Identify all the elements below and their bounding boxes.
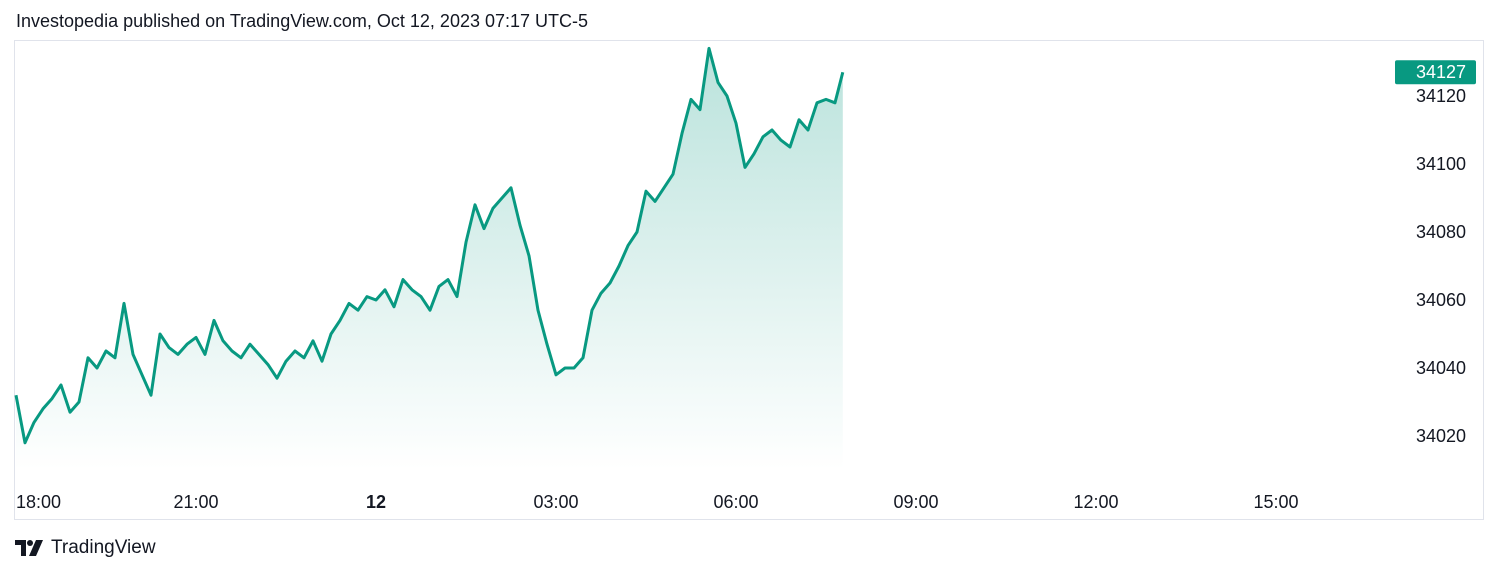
- y-tick-label: 34120: [1416, 86, 1466, 106]
- x-tick-label: 12:00: [1073, 492, 1118, 512]
- y-tick-label: 34100: [1416, 154, 1466, 174]
- price-axis: 34020 34040 34060 34080 34100 34120: [1416, 86, 1466, 446]
- x-tick-label: 03:00: [533, 492, 578, 512]
- x-tick-label: 18:00: [16, 492, 61, 512]
- brand-name: TradingView: [51, 537, 156, 559]
- plot-area: [16, 48, 843, 470]
- time-axis: 18:00 21:00 12 03:00 06:00 09:00 12:00 15:00: [16, 492, 1299, 512]
- y-tick-label: 34060: [1416, 290, 1466, 310]
- price-chart[interactable]: 34020 34040 34060 34080 34100 34120 18:00 21:0…: [0, 0, 1500, 530]
- tradingview-logo-icon: [15, 540, 43, 556]
- footer-brand[interactable]: TradingView: [15, 537, 156, 559]
- last-price-badge: 34127: [1395, 60, 1476, 84]
- y-tick-label: 34080: [1416, 222, 1466, 242]
- last-price-label: 34127: [1416, 62, 1466, 82]
- x-tick-label: 06:00: [713, 492, 758, 512]
- x-tick-label: 12: [366, 492, 386, 512]
- y-tick-label: 34020: [1416, 426, 1466, 446]
- x-tick-label: 09:00: [893, 492, 938, 512]
- x-tick-label: 21:00: [173, 492, 218, 512]
- price-area-fill: [16, 48, 843, 470]
- x-tick-label: 15:00: [1253, 492, 1298, 512]
- y-tick-label: 34040: [1416, 358, 1466, 378]
